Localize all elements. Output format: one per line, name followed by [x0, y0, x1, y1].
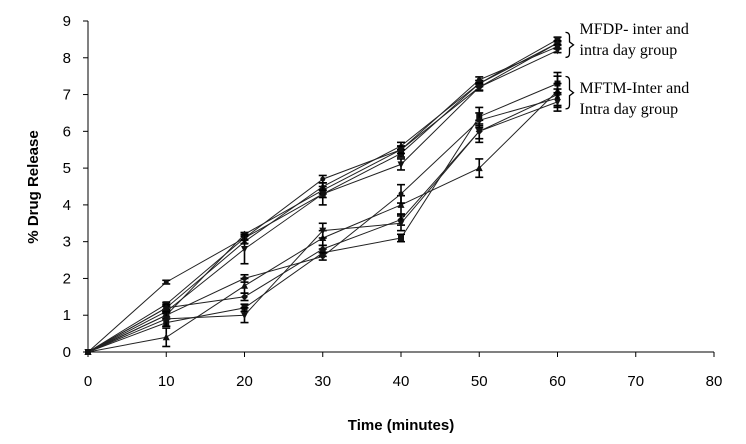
annotation-text: MFDP- inter and: [580, 21, 689, 38]
data-point: [398, 191, 404, 197]
x-tick-label: 30: [314, 373, 331, 390]
series-mftm-1: [85, 71, 562, 355]
data-point: [475, 164, 483, 172]
annotation-text: intra day group: [580, 42, 678, 59]
series-line: [87, 83, 558, 353]
data-point: [476, 77, 482, 83]
data-point: [162, 315, 170, 323]
y-tick-label: 7: [63, 87, 71, 104]
data-point: [475, 128, 483, 136]
annotation-mftm: MFTM-Inter and Intra day group: [565, 75, 690, 118]
x-tick-label: 0: [84, 373, 92, 390]
y-axis-title: % Drug Release: [25, 130, 42, 243]
y-tick-label: 2: [63, 270, 71, 287]
series-mftm-2: [84, 82, 562, 356]
x-tick-label: 70: [627, 373, 644, 390]
annotation-mfdp: MFDP- inter and intra day group: [565, 21, 689, 59]
data-point: [319, 190, 327, 198]
data-point: [241, 312, 248, 320]
annotation-text: Intra day group: [580, 101, 679, 118]
y-tick-label: 6: [63, 123, 71, 140]
brace: [565, 75, 575, 110]
annotations: MFDP- inter and intra day group MFTM-Inter…: [565, 21, 690, 118]
data-point: [397, 161, 405, 169]
y-tick-label: 9: [63, 13, 71, 30]
axes: 0 1 2 3 4 5 6 7 8 9 0 10 20 30 40 50 60 70 80: [63, 13, 723, 390]
data-point: [84, 349, 92, 356]
data-point: [241, 246, 248, 254]
data-point: [319, 227, 327, 235]
data-point: [162, 333, 170, 341]
data-point: [241, 281, 248, 289]
y-tick-label: 4: [63, 197, 71, 214]
brace: [565, 31, 575, 59]
data-point: [397, 220, 405, 228]
data-point: [163, 279, 169, 285]
y-tick-label: 8: [63, 50, 71, 67]
x-tick-label: 10: [158, 373, 175, 390]
data-point: [162, 304, 170, 312]
data-point: [319, 245, 327, 253]
series-mftm-5: [84, 91, 562, 356]
series-layer: [84, 36, 562, 356]
data-point: [398, 147, 404, 153]
data-point: [554, 47, 561, 55]
y-tick-label: 0: [63, 344, 71, 361]
data-point: [241, 293, 248, 301]
y-tick-label: 5: [63, 160, 71, 177]
data-point: [554, 98, 561, 106]
x-tick-label: 40: [393, 373, 410, 390]
x-tick-label: 80: [706, 373, 723, 390]
data-point: [320, 176, 326, 182]
x-tick-label: 20: [236, 373, 253, 390]
x-tick-label: 60: [549, 373, 566, 390]
data-point: [242, 275, 247, 281]
annotation-text: MFTM-Inter and: [580, 80, 690, 97]
data-point: [320, 253, 326, 259]
data-point: [475, 84, 483, 92]
y-tick-label: 3: [63, 234, 71, 251]
data-point: [398, 234, 404, 241]
series-mftm-4: [85, 88, 562, 355]
data-point: [397, 200, 405, 208]
y-tick-label: 1: [63, 307, 71, 324]
series-mfdp-5: [84, 47, 562, 356]
x-axis-title: Time (minutes): [348, 417, 454, 434]
data-point: [476, 117, 482, 123]
x-tick-label: 50: [471, 373, 488, 390]
